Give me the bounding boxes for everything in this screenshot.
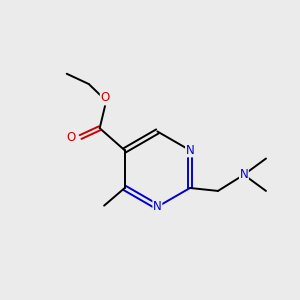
Text: O: O [100, 91, 109, 104]
Text: N: N [186, 144, 194, 157]
Text: O: O [66, 130, 75, 143]
Text: N: N [153, 200, 162, 213]
Text: N: N [239, 168, 248, 181]
